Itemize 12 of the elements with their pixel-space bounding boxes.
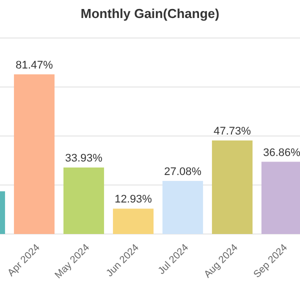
data-label: 47.73% <box>214 125 252 138</box>
data-label: 12.93% <box>114 194 152 206</box>
data-label: 81.47% <box>16 59 54 72</box>
data-label: 33.93% <box>65 152 103 164</box>
bar <box>162 180 204 234</box>
bar <box>112 208 154 234</box>
bar <box>212 140 253 234</box>
bar <box>14 74 55 234</box>
chart-title: Monthly Gain(Change) <box>80 6 220 21</box>
data-label: 36.86% <box>263 146 300 159</box>
bar <box>63 167 104 234</box>
data-label: 27.08% <box>164 166 202 178</box>
